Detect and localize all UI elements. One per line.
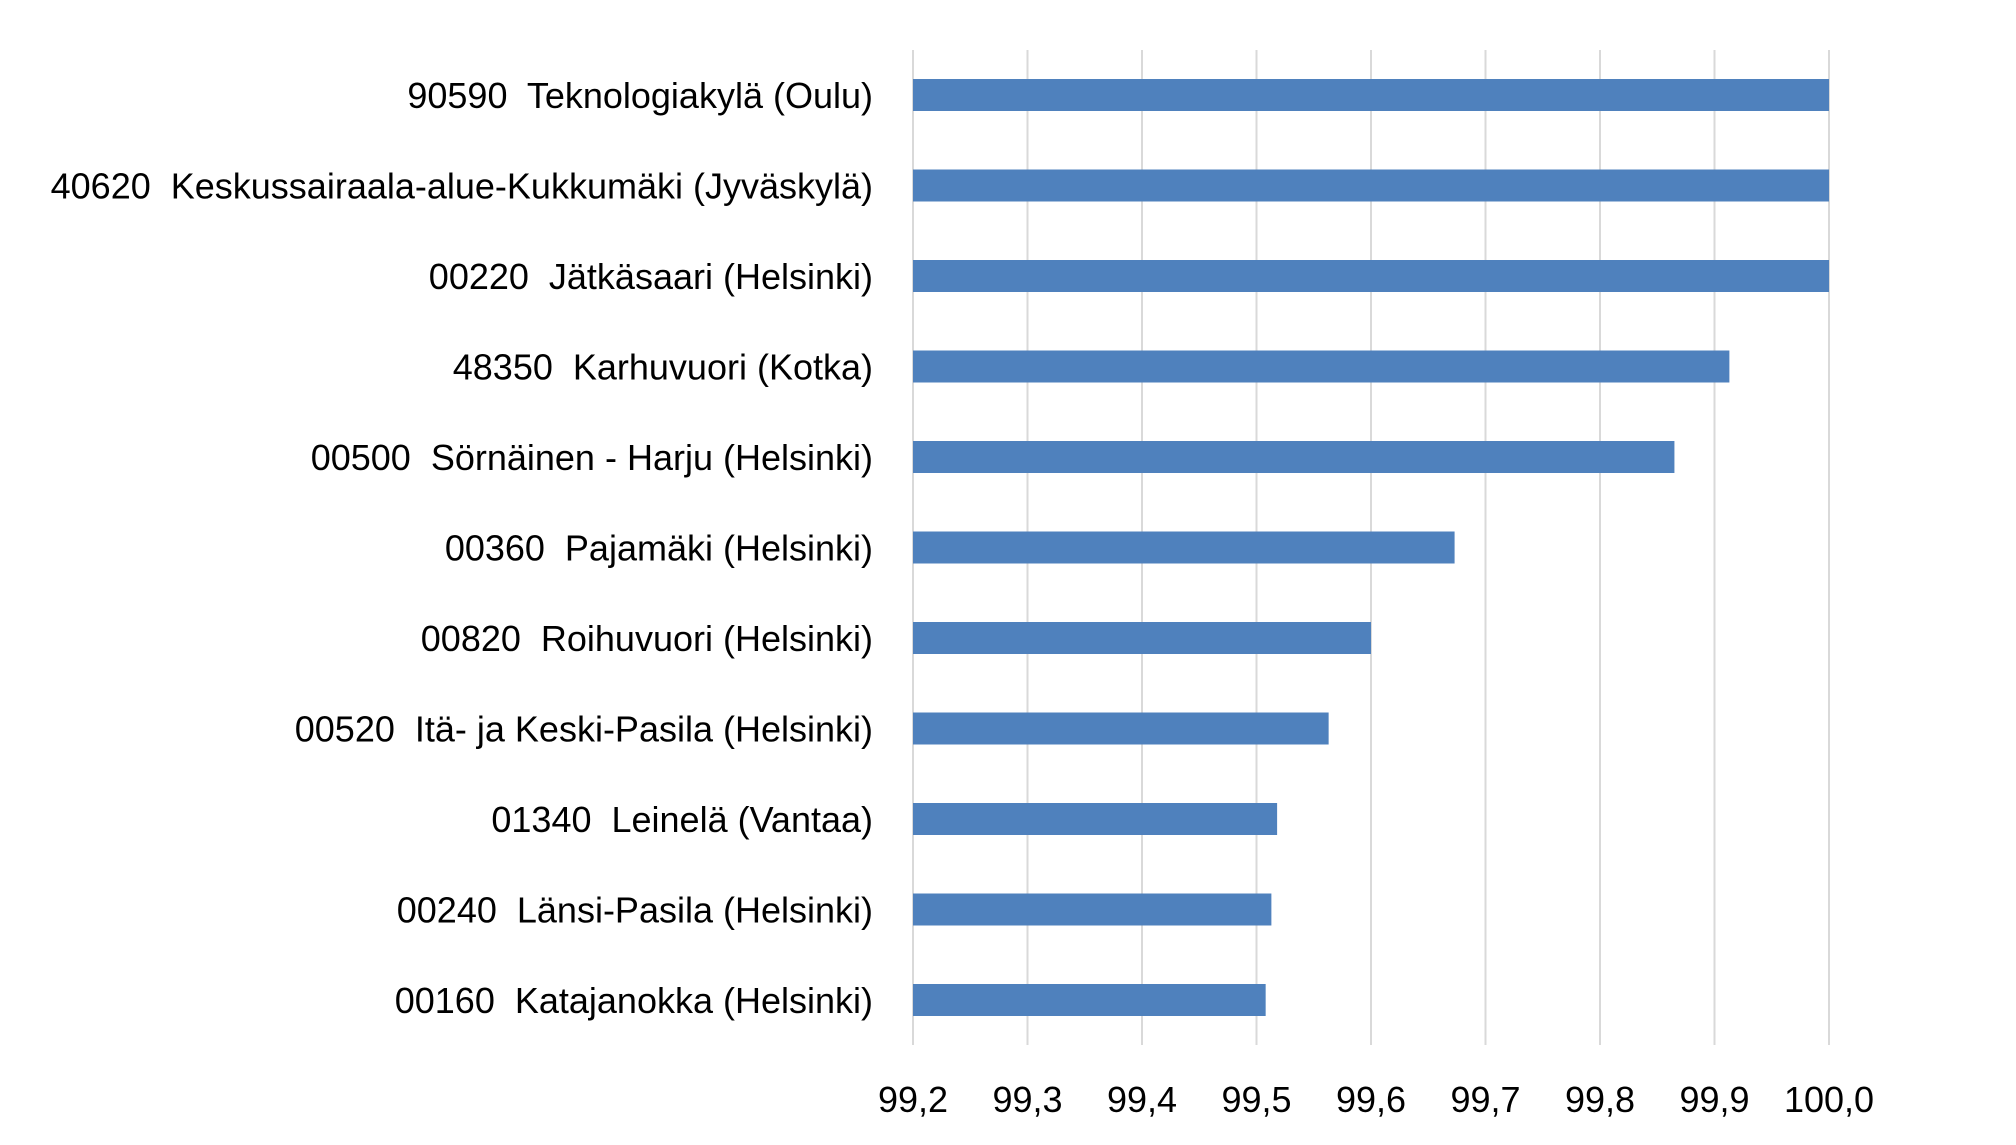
- bar: [913, 622, 1371, 654]
- bar: [913, 260, 1829, 292]
- x-tick-label: 99,2: [878, 1079, 948, 1120]
- x-tick-labels: 99,2 99,3 99,4 99,5 99,6 99,7 99,8 99,9 100,0: [878, 1079, 1874, 1120]
- category-label: 01340 Leinelä (Vantaa): [491, 799, 873, 840]
- category-label: 00240 Länsi-Pasila (Helsinki): [397, 890, 873, 931]
- bar: [913, 531, 1455, 564]
- x-tick-label: 99,4: [1107, 1079, 1177, 1120]
- x-tick-label: 99,7: [1450, 1079, 1520, 1120]
- bar: [913, 712, 1329, 745]
- category-labels: 90590 Teknologiakylä (Oulu) 40620 Keskuss…: [51, 75, 873, 1021]
- category-label: 00500 Sörnäinen - Harju (Helsinki): [311, 437, 873, 478]
- x-tick-label: 99,5: [1221, 1079, 1291, 1120]
- category-label: 00360 Pajamäki (Helsinki): [445, 528, 873, 569]
- bar: [913, 441, 1675, 473]
- category-label: 00820 Roihuvuori (Helsinki): [421, 618, 873, 659]
- x-tick-label: 99,6: [1336, 1079, 1406, 1120]
- bar: [913, 893, 1272, 926]
- bar: [913, 169, 1829, 202]
- x-tick-label: 99,8: [1565, 1079, 1635, 1120]
- category-label: 48350 Karhuvuori (Kotka): [453, 347, 873, 388]
- category-label: 00520 Itä- ja Keski-Pasila (Helsinki): [295, 709, 873, 750]
- x-tick-label: 100,0: [1784, 1079, 1874, 1120]
- bars: [913, 79, 1829, 1016]
- category-label: 00220 Jätkäsaari (Helsinki): [429, 256, 873, 297]
- bar: [913, 350, 1730, 383]
- bar: [913, 79, 1829, 111]
- category-label: 90590 Teknologiakylä (Oulu): [407, 75, 873, 116]
- x-tick-label: 99,9: [1679, 1079, 1749, 1120]
- x-tick-label: 99,3: [992, 1079, 1062, 1120]
- bar: [913, 984, 1266, 1016]
- category-label: 40620 Keskussairaala-alue-Kukkumäki (Jyv…: [51, 166, 873, 207]
- category-label: 00160 Katajanokka (Helsinki): [395, 980, 873, 1021]
- bar: [913, 803, 1278, 835]
